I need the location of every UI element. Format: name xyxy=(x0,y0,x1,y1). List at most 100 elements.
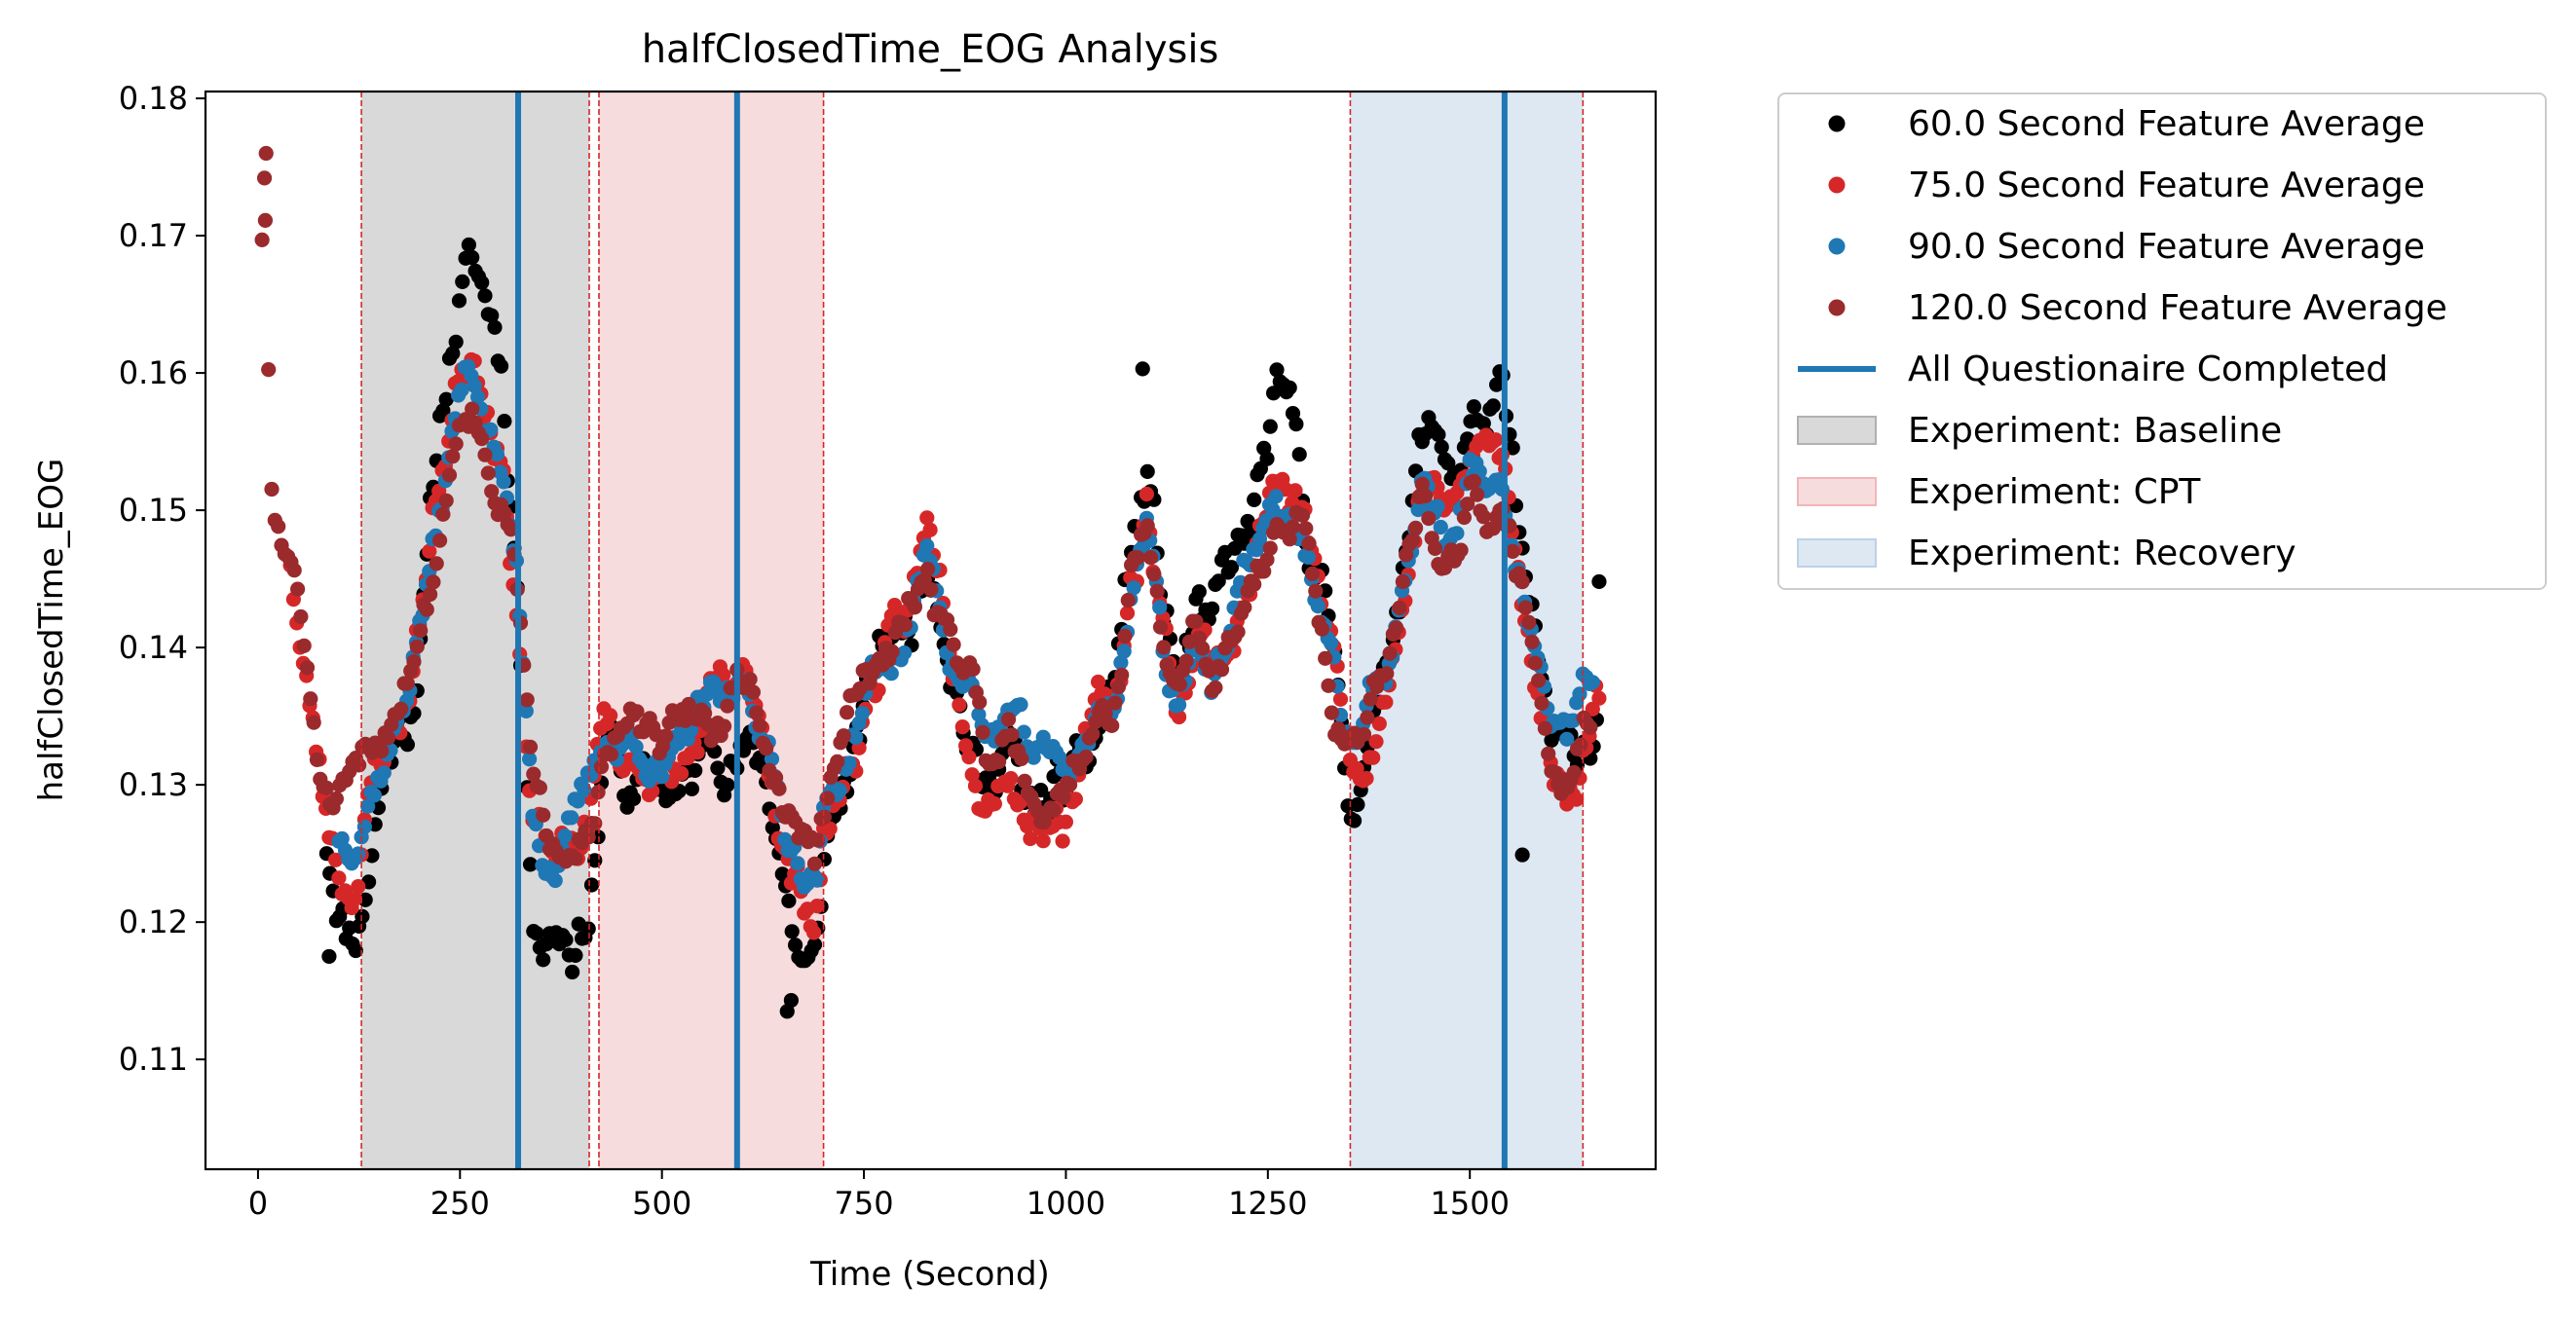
data-point xyxy=(380,730,396,746)
data-point xyxy=(1466,473,1481,489)
x-tick-label: 250 xyxy=(430,1185,490,1222)
data-point xyxy=(590,785,606,800)
data-point xyxy=(1378,694,1394,710)
data-point xyxy=(1559,731,1575,747)
data-point xyxy=(1421,510,1437,527)
data-point xyxy=(1583,719,1598,735)
data-point xyxy=(1392,600,1407,616)
data-point xyxy=(1360,710,1375,725)
data-point xyxy=(975,724,990,740)
data-point xyxy=(1475,509,1491,525)
data-point xyxy=(1466,399,1481,415)
x-tick-label: 0 xyxy=(248,1185,268,1222)
data-point xyxy=(1350,796,1365,813)
data-point xyxy=(547,872,563,889)
data-point xyxy=(1433,519,1448,535)
data-point xyxy=(1298,521,1314,536)
data-point xyxy=(809,899,825,914)
data-point xyxy=(465,401,480,417)
data-point xyxy=(790,856,805,871)
data-point xyxy=(564,810,579,826)
data-point xyxy=(518,703,534,719)
data-point xyxy=(451,293,467,309)
data-point xyxy=(1139,486,1154,502)
data-point xyxy=(897,617,914,633)
data-point xyxy=(374,743,390,759)
data-point xyxy=(991,754,1007,770)
data-point xyxy=(626,791,642,807)
data-point xyxy=(558,932,574,947)
data-point xyxy=(1488,432,1504,448)
x-tick-label: 1500 xyxy=(1430,1185,1509,1222)
legend-label: 60.0 Second Feature Average xyxy=(1908,104,2425,144)
data-point xyxy=(423,586,438,603)
data-point xyxy=(258,145,274,162)
plot-frame xyxy=(204,90,1658,1171)
data-point xyxy=(1460,497,1475,512)
data-point xyxy=(629,704,645,719)
data-point xyxy=(409,639,425,654)
data-point xyxy=(536,952,551,968)
data-point xyxy=(1142,550,1159,566)
data-point xyxy=(771,781,787,796)
data-point xyxy=(465,249,480,266)
data-point xyxy=(1470,487,1485,502)
data-point xyxy=(1117,628,1133,644)
data-point xyxy=(487,319,503,335)
data-point xyxy=(254,232,270,247)
data-point xyxy=(1308,583,1324,599)
data-point xyxy=(334,830,350,847)
data-point xyxy=(399,737,415,753)
data-point xyxy=(1369,679,1385,695)
data-point xyxy=(1091,674,1106,690)
data-point xyxy=(1514,847,1530,863)
data-point xyxy=(557,828,573,844)
data-point xyxy=(1521,614,1537,631)
data-point xyxy=(954,719,970,735)
data-point xyxy=(467,378,482,393)
data-point xyxy=(810,832,826,848)
y-tick-label: 0.12 xyxy=(119,903,188,940)
data-point xyxy=(830,754,845,770)
data-point xyxy=(271,519,286,534)
data-point xyxy=(1269,362,1285,378)
data-point xyxy=(919,510,935,526)
data-point xyxy=(742,672,758,687)
data-point xyxy=(1485,398,1501,414)
x-tick-label: 750 xyxy=(835,1185,894,1222)
data-point xyxy=(1211,573,1226,589)
data-point xyxy=(399,676,415,691)
data-point xyxy=(961,750,977,765)
data-point xyxy=(1430,498,1445,514)
data-point xyxy=(1431,426,1446,443)
legend-label: Experiment: Baseline xyxy=(1908,411,2282,451)
data-point xyxy=(522,857,539,872)
data-point xyxy=(1056,790,1071,805)
data-point xyxy=(480,465,496,481)
data-point xyxy=(1067,791,1083,807)
data-point xyxy=(1359,771,1374,787)
data-point xyxy=(1058,814,1073,829)
data-point xyxy=(1524,634,1540,650)
data-point xyxy=(496,474,511,490)
data-point xyxy=(854,706,871,721)
data-point xyxy=(355,908,370,925)
x-tick-label: 500 xyxy=(632,1185,691,1222)
data-point xyxy=(583,767,599,783)
data-point xyxy=(1301,535,1317,551)
data-point xyxy=(568,851,583,866)
data-point xyxy=(964,767,980,783)
data-point xyxy=(720,777,735,792)
data-point xyxy=(816,809,833,825)
data-point xyxy=(1178,653,1194,669)
data-point xyxy=(504,522,519,537)
data-point xyxy=(958,738,974,754)
data-point xyxy=(1541,746,1556,761)
data-point xyxy=(967,778,984,793)
data-point xyxy=(1389,620,1404,636)
y-tick-label: 0.14 xyxy=(119,629,188,666)
data-point xyxy=(1003,771,1019,787)
data-point xyxy=(1139,518,1155,534)
data-point xyxy=(1188,613,1204,629)
data-point xyxy=(286,563,302,578)
